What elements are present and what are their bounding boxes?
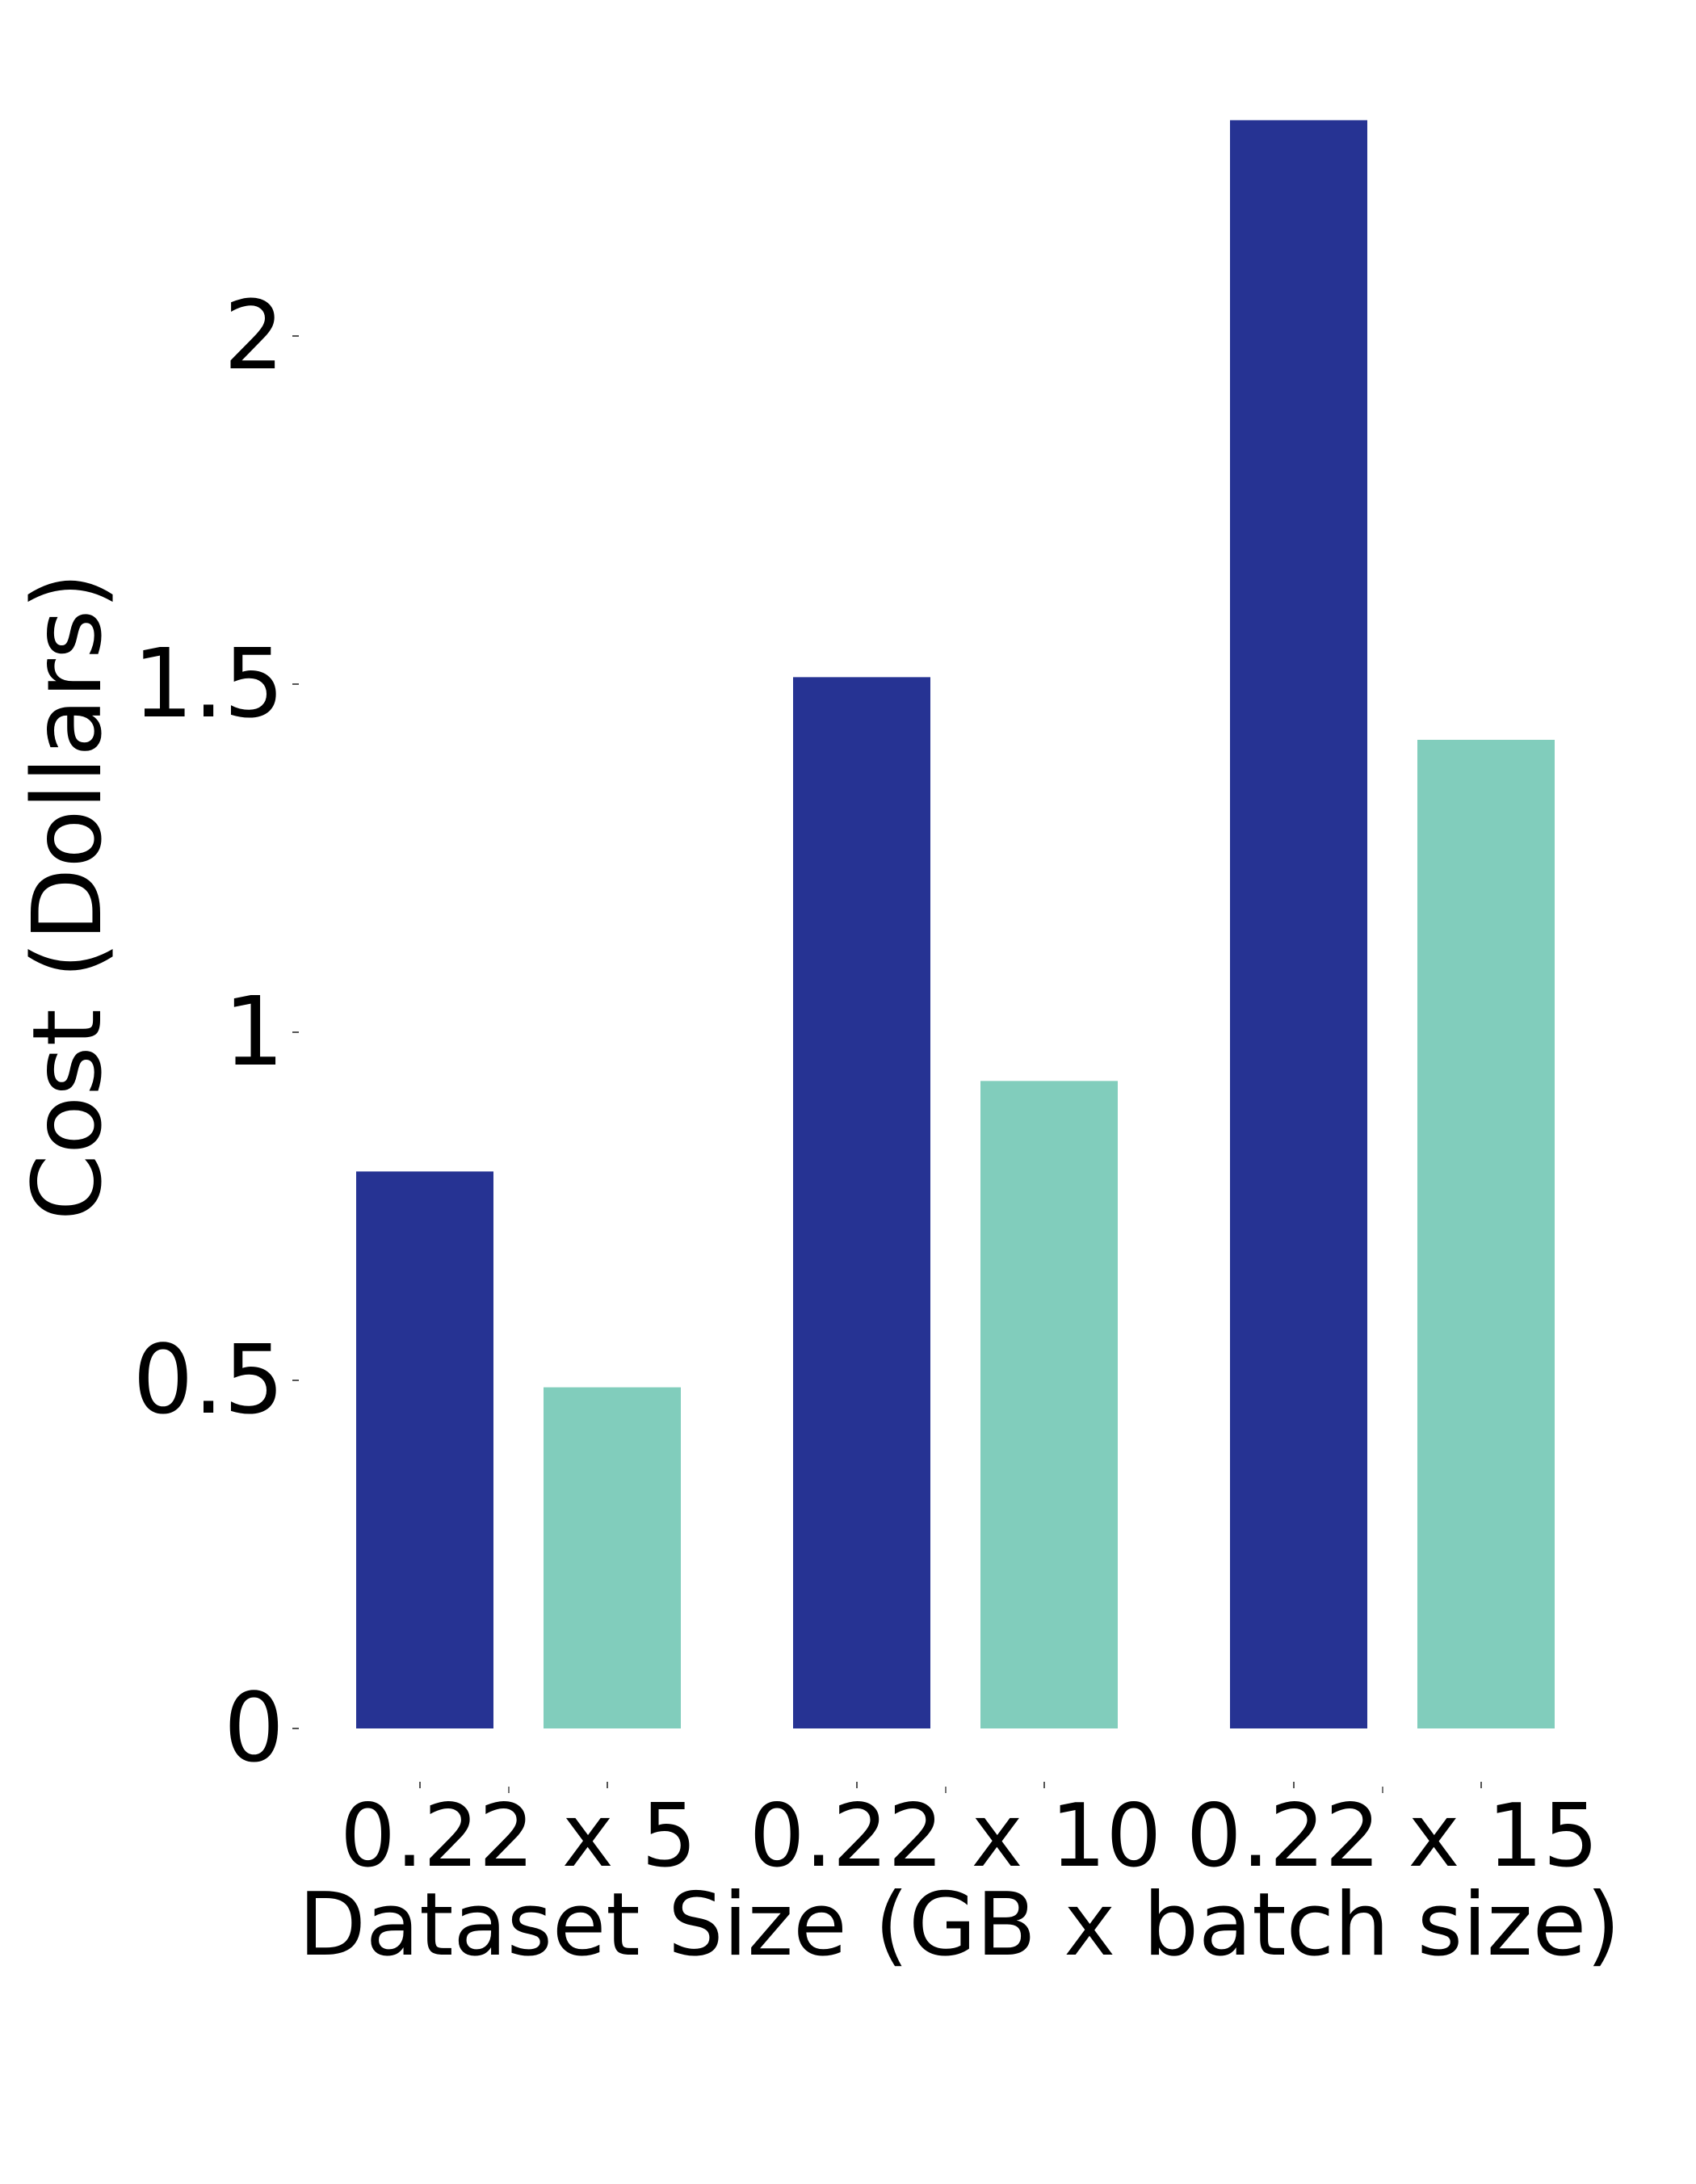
bar-series-a-2 — [793, 677, 930, 1728]
x-axis-title: Dataset Size (GB x batch size) — [299, 1875, 1621, 1976]
bar-series-b-3 — [1417, 739, 1555, 1729]
bar-series-a-1 — [356, 1171, 493, 1728]
y-tick-label: 2 — [224, 279, 284, 391]
y-tick-label: 1.5 — [132, 628, 284, 739]
bar-series-b-2 — [980, 1081, 1118, 1728]
ticks-layer: 0.22 x 5 0.22 x 10 0.22 x 15 0 0.5 1 1.5 2 — [132, 279, 1598, 1887]
x-tick-label: 0.22 x 5 — [340, 1786, 697, 1887]
bars-layer — [356, 120, 1555, 1729]
x-tick-label: 0.22 x 10 — [749, 1786, 1161, 1887]
y-tick-label: 1 — [224, 976, 284, 1087]
x-tick-label: 0.22 x 15 — [1186, 1786, 1598, 1887]
y-tick-label: 0.5 — [132, 1324, 284, 1435]
bar-series-a-3 — [1230, 120, 1367, 1728]
y-tick-label: 0 — [224, 1672, 284, 1783]
y-axis-title: Cost (Dollars) — [11, 573, 123, 1221]
bar-series-b-1 — [544, 1387, 681, 1728]
